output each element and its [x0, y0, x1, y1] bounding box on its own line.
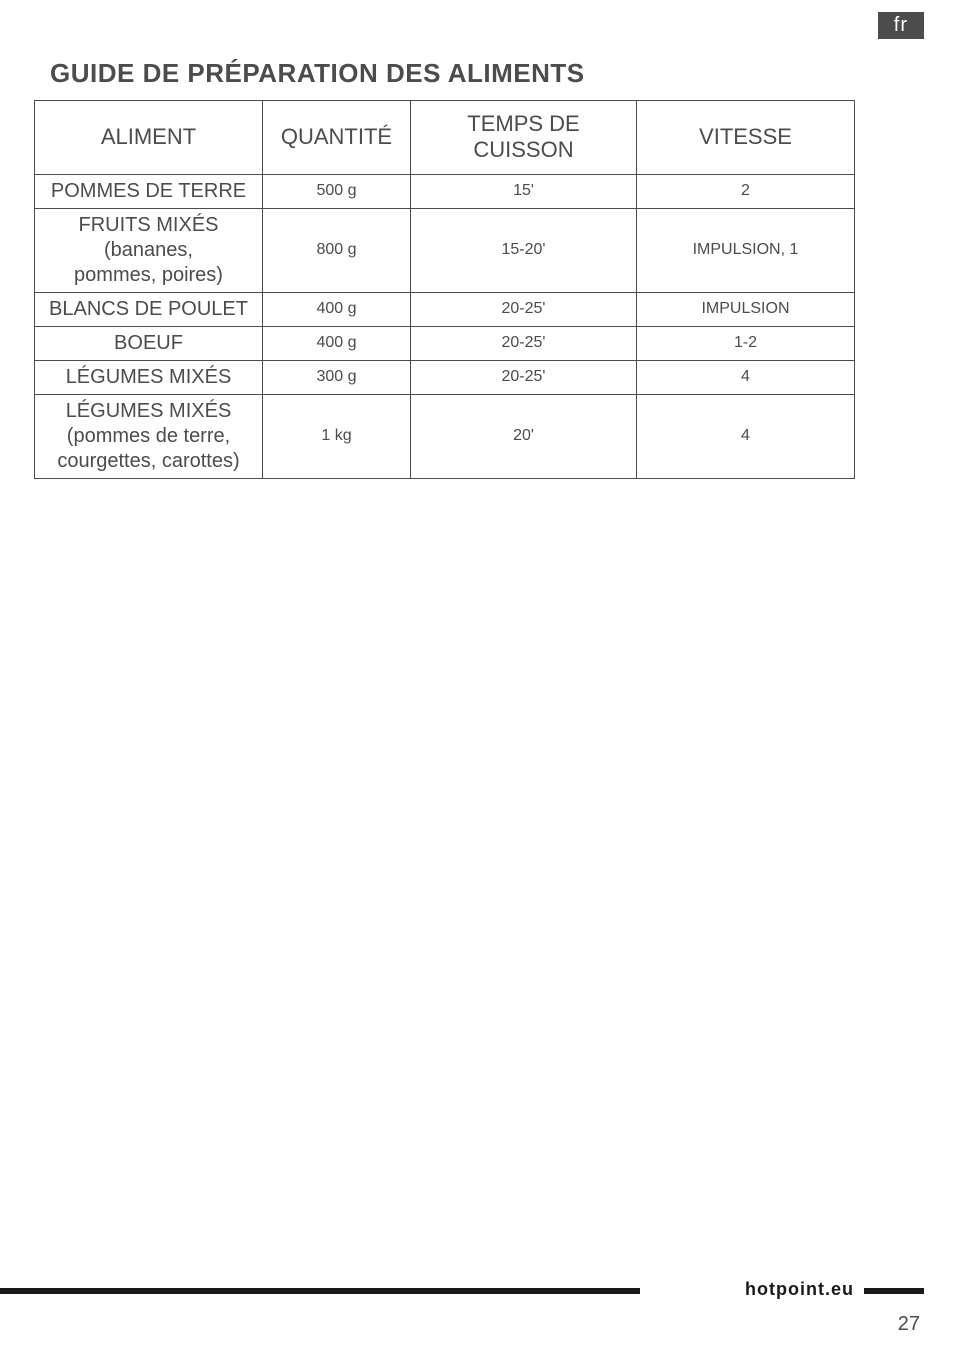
- table-row: LÉGUMES MIXÉS(pommes de terre,courgettes…: [35, 394, 855, 478]
- cell-qty: 1 kg: [263, 394, 411, 478]
- cell-time: 15': [411, 174, 637, 208]
- cell-food: BLANCS DE POULET: [35, 292, 263, 326]
- table-row: LÉGUMES MIXÉS 300 g 20-25' 4: [35, 360, 855, 394]
- language-badge: fr: [878, 12, 924, 39]
- col-header-aliment: ALIMENT: [35, 101, 263, 175]
- cell-qty: 300 g: [263, 360, 411, 394]
- page-title: GUIDE DE PRÉPARATION DES ALIMENTS: [50, 58, 585, 89]
- cell-time: 20': [411, 394, 637, 478]
- cell-time: 15-20': [411, 208, 637, 292]
- col-header-quantite: QUANTITÉ: [263, 101, 411, 175]
- col-header-temps: TEMPS DE CUISSON: [411, 101, 637, 175]
- footer-bar-right: [864, 1288, 924, 1294]
- cell-speed: 4: [637, 360, 855, 394]
- cell-qty: 400 g: [263, 292, 411, 326]
- cell-speed: 4: [637, 394, 855, 478]
- table-row: FRUITS MIXÉS(bananes,pommes, poires) 800…: [35, 208, 855, 292]
- cell-food: POMMES DE TERRE: [35, 174, 263, 208]
- cell-qty: 400 g: [263, 326, 411, 360]
- table-row: BOEUF 400 g 20-25' 1-2: [35, 326, 855, 360]
- cell-food: LÉGUMES MIXÉS(pommes de terre,courgettes…: [35, 394, 263, 478]
- col-header-vitesse: VITESSE: [637, 101, 855, 175]
- cell-speed: 2: [637, 174, 855, 208]
- table-row: BLANCS DE POULET 400 g 20-25' IMPULSION: [35, 292, 855, 326]
- cell-food: BOEUF: [35, 326, 263, 360]
- page-number: 27: [898, 1313, 920, 1336]
- table-header-row: ALIMENT QUANTITÉ TEMPS DE CUISSON VITESS…: [35, 101, 855, 175]
- food-guide-table: ALIMENT QUANTITÉ TEMPS DE CUISSON VITESS…: [34, 100, 855, 479]
- cell-qty: 800 g: [263, 208, 411, 292]
- table-row: POMMES DE TERRE 500 g 15' 2: [35, 174, 855, 208]
- cell-food: FRUITS MIXÉS(bananes,pommes, poires): [35, 208, 263, 292]
- cell-speed: IMPULSION, 1: [637, 208, 855, 292]
- cell-time: 20-25': [411, 326, 637, 360]
- cell-time: 20-25': [411, 360, 637, 394]
- cell-speed: IMPULSION: [637, 292, 855, 326]
- cell-speed: 1-2: [637, 326, 855, 360]
- cell-qty: 500 g: [263, 174, 411, 208]
- footer-bar-left: [0, 1288, 640, 1294]
- footer-brand: hotpoint.eu: [745, 1279, 854, 1300]
- cell-time: 20-25': [411, 292, 637, 326]
- cell-food: LÉGUMES MIXÉS: [35, 360, 263, 394]
- footer-bar: hotpoint.eu: [0, 1288, 954, 1294]
